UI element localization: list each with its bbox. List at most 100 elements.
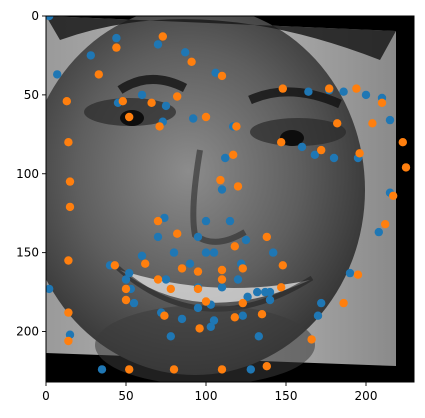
data-point-series-1-7 [211, 68, 220, 78]
data-point-series-2-37 [141, 259, 150, 268]
data-point-series-1-54 [243, 292, 252, 301]
data-point-series-2-12 [201, 112, 211, 122]
data-point-series-1-21 [329, 153, 339, 163]
data-point-series-2-65 [389, 191, 398, 200]
data-point-series-1-56 [265, 287, 275, 297]
data-point-series-2-39 [217, 265, 227, 275]
data-point-series-2-43 [238, 264, 247, 273]
data-point-series-2-16 [352, 84, 361, 93]
data-point-series-1-58 [209, 248, 219, 257]
data-point-series-1-59 [269, 248, 278, 257]
data-point-series-2-29 [233, 182, 243, 191]
data-point-series-2-21 [317, 145, 326, 155]
data-point-series-1-65 [313, 311, 323, 320]
data-point-series-1-67 [65, 330, 75, 339]
data-point-series-2-62 [307, 335, 316, 344]
data-point-series-1-3 [86, 51, 96, 60]
data-point-series-2-7 [118, 97, 128, 106]
data-point-series-2-48 [277, 283, 286, 292]
y-tick-label: 0 [31, 9, 39, 23]
data-point-series-2-35 [64, 256, 73, 265]
data-point-series-2-17 [377, 98, 387, 108]
y-tick-label: 200 [16, 325, 39, 339]
data-point-series-2-1 [158, 32, 167, 41]
data-point-series-1-26 [193, 232, 203, 242]
data-point-series-1-25 [217, 185, 227, 194]
data-point-series-2-10 [125, 112, 134, 122]
x-tick-label: 200 [355, 389, 378, 403]
data-point-series-2-2 [112, 43, 121, 52]
data-point-series-2-38 [177, 264, 187, 273]
data-point-series-1-40 [217, 283, 227, 292]
data-point-series-1-38 [161, 275, 171, 284]
data-point-series-1-51 [317, 298, 326, 308]
data-point-series-1-30 [225, 216, 235, 226]
x-tick-label: 150 [275, 389, 298, 403]
data-point-series-2-18 [333, 119, 342, 128]
data-point-series-1-1 [46, 16, 54, 21]
data-point-series-1-35 [185, 259, 195, 268]
data-point-series-1-14 [304, 87, 313, 96]
data-point-series-2-3 [187, 57, 196, 66]
data-point-series-1-2 [112, 33, 121, 43]
x-tick-label: 0 [42, 389, 50, 403]
data-point-series-2-52 [64, 336, 73, 346]
data-point-series-2-4 [94, 70, 104, 79]
data-point-series-1-33 [169, 248, 179, 257]
data-point-series-2-31 [153, 216, 163, 226]
data-point-series-1-48 [177, 314, 187, 324]
data-point-series-2-33 [262, 232, 271, 242]
data-point-series-1-10 [161, 101, 171, 111]
data-point-series-2-14 [278, 84, 287, 93]
data-point-series-2-58 [160, 311, 169, 320]
data-point-series-1-31 [153, 232, 163, 242]
data-point-series-2-11 [155, 122, 164, 131]
data-point-series-1-66 [166, 332, 175, 341]
data-point-series-1-50 [125, 268, 134, 278]
data-point-series-2-13 [232, 122, 241, 131]
data-point-series-2-49 [193, 284, 203, 294]
data-point-series-2-26 [65, 177, 75, 186]
y-tick-label: 150 [16, 246, 39, 260]
plot-frame [45, 15, 415, 383]
data-point-series-1-69 [97, 365, 107, 374]
data-point-series-1-4 [153, 40, 163, 49]
data-point-series-1-24 [221, 153, 230, 163]
data-point-series-2-19 [368, 119, 377, 128]
data-point-series-2-57 [121, 295, 131, 305]
data-point-series-1-20 [310, 150, 319, 159]
data-point-series-2-54 [169, 365, 179, 374]
data-point-series-1-11 [189, 114, 198, 123]
data-point-series-2-5 [217, 71, 227, 81]
data-point-series-1-29 [201, 216, 211, 226]
data-point-series-2-53 [125, 365, 134, 374]
data-point-series-1-19 [385, 115, 395, 125]
data-point-series-2-32 [173, 229, 182, 238]
data-point-series-2-40 [278, 261, 287, 270]
data-point-series-2-61 [257, 310, 267, 319]
data-point-series-1-5 [181, 48, 190, 57]
data-point-series-2-60 [230, 313, 239, 322]
data-point-series-1-17 [339, 87, 348, 96]
data-point-series-2-24 [401, 163, 411, 172]
data-point-series-2-45 [166, 284, 175, 294]
data-point-series-1-63 [206, 322, 215, 331]
data-point-series-1-46 [209, 316, 219, 325]
data-point-series-2-41 [153, 275, 163, 284]
data-point-series-1-9 [137, 90, 147, 100]
data-point-series-2-51 [64, 308, 73, 317]
data-point-series-2-36 [110, 261, 120, 270]
data-point-series-1-52 [129, 298, 139, 308]
data-point-series-2-20 [277, 138, 286, 147]
data-point-series-2-47 [238, 298, 247, 308]
data-point-series-1-60 [374, 227, 383, 237]
data-point-series-1-70 [246, 365, 255, 374]
data-point-series-1-68 [46, 284, 54, 294]
data-point-series-2-6 [62, 97, 71, 106]
data-point-series-2-56 [262, 362, 271, 371]
data-point-series-2-44 [121, 284, 131, 294]
data-point-series-2-23 [398, 138, 407, 147]
face-photo-image [46, 16, 414, 382]
data-point-series-1-37 [121, 275, 131, 284]
x-axis: 0 50 100 150 200 [42, 382, 377, 403]
